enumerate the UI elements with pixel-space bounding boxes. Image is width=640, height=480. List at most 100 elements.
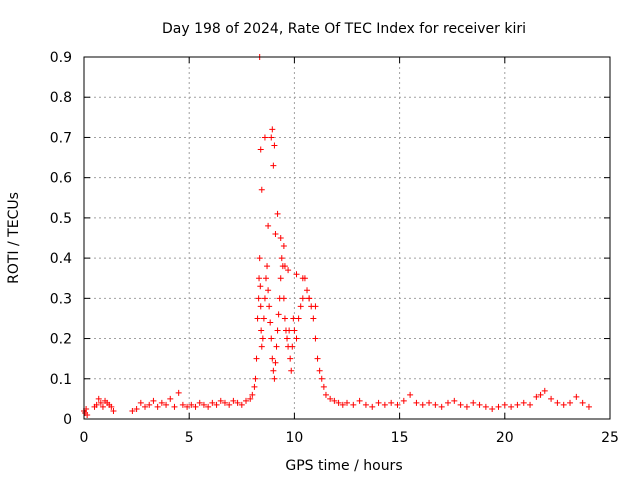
data-point: [457, 401, 464, 408]
data-point: [277, 275, 284, 282]
data-point: [146, 401, 153, 408]
axis-ticks: 0 5 10 15 20 25 0 0.1 0.2 0.3 0.4 0.5 0.6 0.7 0.8 0.9: [50, 50, 619, 446]
data-point: [277, 235, 284, 241]
chart-title: Day 198 of 2024, Rate Of TEC Index for r…: [162, 21, 526, 37]
data-point: [413, 399, 420, 406]
data-point: [226, 401, 233, 408]
data-point: [253, 355, 260, 362]
data-point: [175, 389, 182, 396]
data-point: [272, 359, 279, 366]
data-point: [501, 401, 508, 408]
data-point: [93, 401, 100, 408]
data-point: [259, 335, 266, 342]
data-point: [205, 403, 212, 410]
y-tick-label: 0.9: [50, 50, 72, 66]
data-points: [81, 54, 592, 418]
data-point: [350, 401, 357, 408]
data-point: [312, 303, 319, 310]
data-point: [252, 375, 259, 382]
data-point: [268, 335, 275, 342]
data-point: [567, 399, 574, 406]
data-point: [188, 401, 195, 408]
data-point: [184, 403, 191, 410]
data-point: [171, 403, 178, 410]
data-point: [200, 401, 207, 408]
data-point: [541, 387, 548, 394]
data-point: [295, 315, 302, 322]
data-point: [585, 403, 592, 410]
data-point: [495, 403, 502, 410]
data-point: [110, 407, 117, 414]
x-tick-label: 15: [391, 430, 409, 446]
data-point: [476, 401, 483, 408]
data-point: [158, 399, 165, 406]
data-point: [108, 403, 115, 410]
data-point: [97, 399, 104, 406]
data-point: [269, 126, 276, 133]
data-point: [265, 287, 272, 294]
data-point: [256, 255, 263, 262]
data-point: [320, 383, 327, 390]
data-point: [256, 275, 263, 282]
data-point: [271, 375, 278, 382]
data-point: [463, 403, 470, 410]
data-point: [270, 367, 277, 374]
data-point: [280, 243, 287, 250]
y-tick-label: 0: [63, 412, 72, 428]
data-point: [272, 230, 279, 237]
data-point: [95, 395, 102, 402]
data-point: [261, 134, 268, 141]
data-point: [258, 186, 265, 193]
data-point: [274, 327, 281, 334]
data-point: [537, 391, 544, 398]
data-point: [482, 403, 489, 410]
data-point: [369, 403, 376, 410]
data-point: [554, 399, 561, 406]
data-point: [470, 399, 477, 406]
data-point: [230, 397, 237, 404]
data-point: [290, 315, 297, 322]
data-point: [508, 403, 515, 410]
x-tick-label: 25: [601, 430, 619, 446]
data-point: [291, 327, 298, 334]
data-point: [258, 327, 265, 334]
x-axis-label: GPS time / hours: [285, 458, 402, 474]
data-point: [280, 295, 287, 302]
data-point: [163, 401, 170, 408]
data-point: [255, 295, 262, 302]
data-point: [388, 399, 395, 406]
y-tick-label: 0.7: [50, 130, 72, 146]
data-point: [533, 393, 540, 400]
data-point: [247, 395, 254, 402]
data-point: [285, 267, 292, 274]
data-point: [99, 403, 106, 410]
data-point: [287, 355, 294, 362]
data-point: [400, 397, 407, 404]
y-tick-label: 0.1: [50, 372, 72, 388]
data-point: [137, 399, 144, 406]
data-point: [322, 391, 329, 398]
data-point: [573, 393, 580, 400]
data-point: [299, 295, 306, 302]
data-point: [426, 399, 433, 406]
data-point: [238, 401, 245, 408]
data-point: [560, 401, 567, 408]
data-point: [281, 315, 288, 322]
data-point: [269, 355, 276, 362]
data-point: [267, 319, 274, 326]
data-point: [260, 315, 267, 322]
data-point: [438, 403, 445, 410]
data-point: [286, 327, 293, 334]
data-point: [265, 222, 272, 229]
data-point: [258, 343, 265, 350]
data-point: [249, 391, 256, 398]
data-point: [306, 295, 313, 302]
data-point: [273, 343, 280, 350]
x-tick-label: 0: [80, 430, 89, 446]
data-point: [234, 399, 241, 406]
data-point: [514, 401, 521, 408]
data-point: [444, 399, 451, 406]
data-point: [274, 210, 281, 217]
data-point: [527, 401, 534, 408]
